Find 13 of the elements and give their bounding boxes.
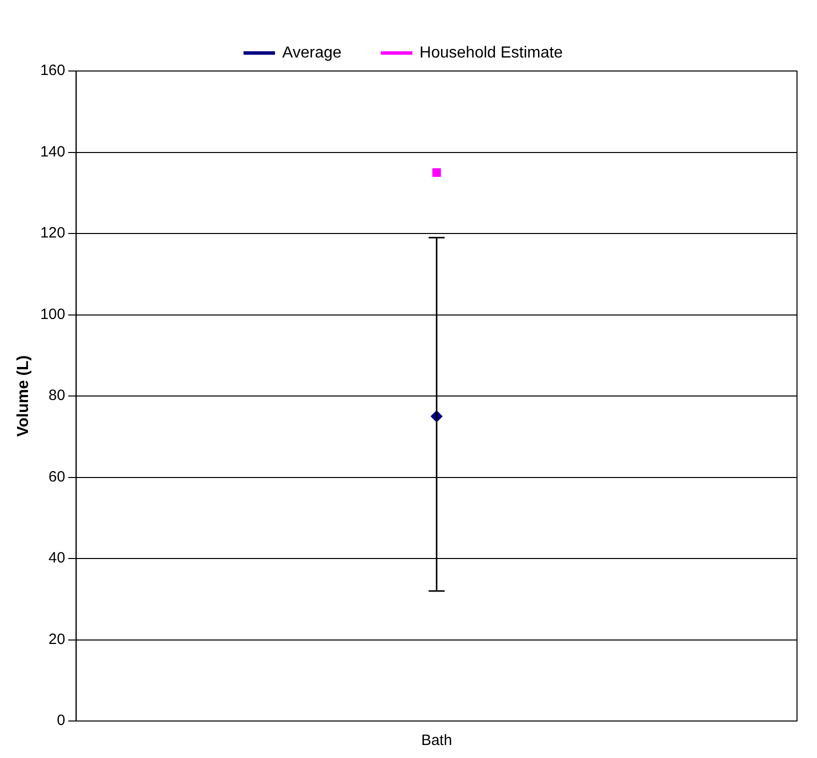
y-tick-label: 0 bbox=[56, 712, 66, 730]
y-tick-label: 60 bbox=[48, 468, 66, 486]
y-axis-title: Volume (L) bbox=[15, 355, 32, 437]
y-tick-label: 160 bbox=[40, 62, 66, 80]
y-tick-label: 140 bbox=[40, 143, 66, 160]
y-tick-label: 100 bbox=[40, 306, 66, 323]
legend-label: Average bbox=[282, 44, 342, 62]
y-tick-label: 80 bbox=[48, 387, 66, 404]
y-tick-label: 40 bbox=[48, 550, 66, 567]
x-tick-label: Bath bbox=[421, 732, 452, 750]
legend-label: Household Estimate bbox=[420, 44, 563, 62]
y-tick-label: 20 bbox=[48, 630, 66, 648]
y-tick-label: 120 bbox=[40, 224, 66, 242]
